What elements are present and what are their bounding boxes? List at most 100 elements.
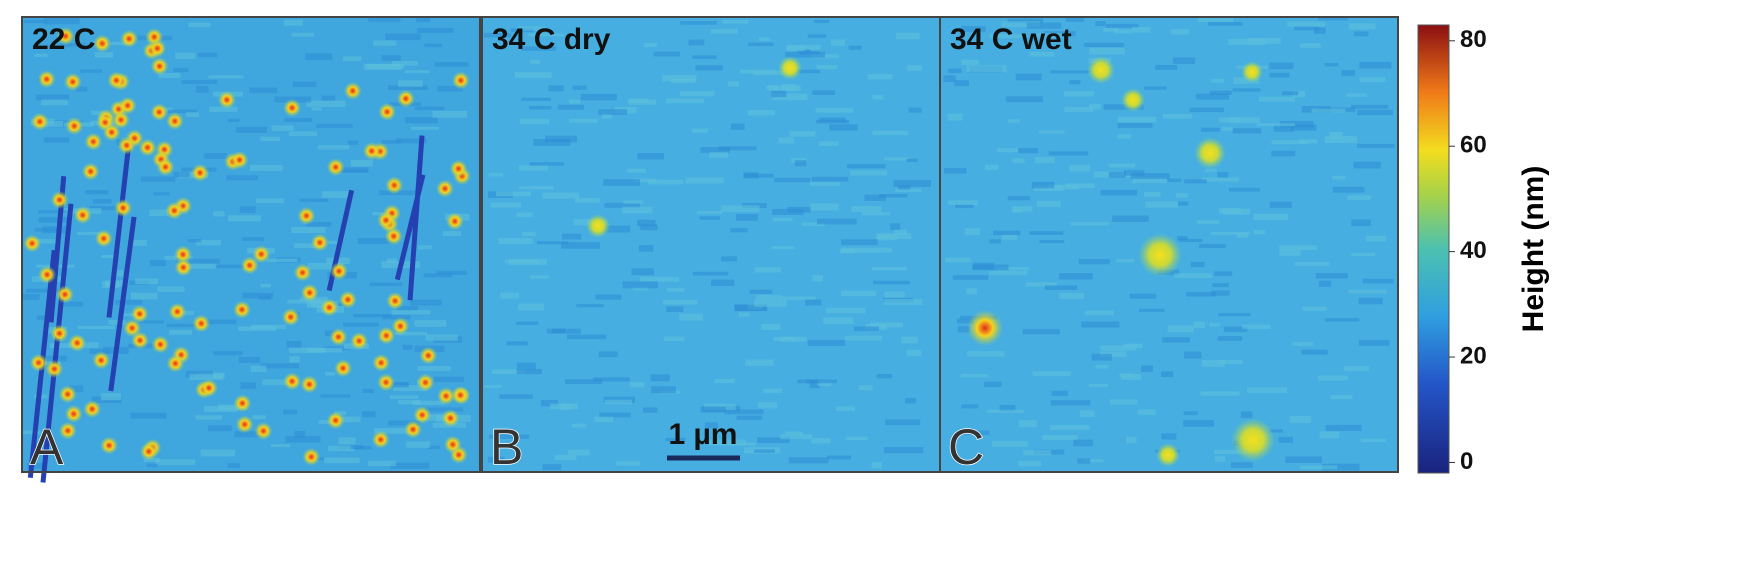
texture	[1155, 64, 1178, 70]
texture	[807, 340, 846, 346]
spot	[350, 331, 369, 350]
texture	[1301, 349, 1328, 355]
texture	[1099, 351, 1127, 358]
texture	[810, 203, 839, 211]
texture	[1078, 259, 1110, 265]
texture	[840, 248, 855, 254]
texture	[357, 238, 394, 244]
texture	[1228, 38, 1267, 45]
texture	[91, 110, 105, 116]
texture	[288, 131, 318, 136]
texture	[571, 423, 587, 428]
texture	[79, 69, 103, 73]
texture	[710, 28, 738, 34]
spot	[300, 283, 319, 302]
texture	[1294, 26, 1320, 31]
texture	[721, 256, 737, 262]
spot	[1138, 233, 1182, 277]
texture	[1253, 229, 1266, 235]
texture	[187, 258, 220, 264]
texture	[560, 403, 572, 411]
spot	[326, 411, 345, 430]
texture	[1066, 183, 1095, 188]
scale-bar: 1 µm	[667, 418, 740, 461]
texture	[41, 99, 69, 106]
spot	[107, 71, 126, 90]
spot	[297, 206, 316, 225]
texture	[948, 200, 979, 206]
texture	[1178, 238, 1203, 243]
texture	[1214, 271, 1233, 276]
texture	[1014, 206, 1033, 212]
texture	[489, 434, 529, 439]
texture	[1273, 125, 1294, 132]
texture	[61, 301, 84, 307]
texture	[1058, 273, 1093, 280]
texture	[1007, 18, 1043, 24]
texture	[1039, 240, 1065, 244]
texture	[906, 158, 918, 162]
texture	[22, 293, 40, 300]
texture	[417, 27, 454, 33]
texture	[196, 240, 222, 246]
texture	[864, 194, 886, 201]
texture	[1109, 399, 1138, 405]
texture	[213, 211, 225, 217]
spot	[967, 310, 1003, 346]
spot	[240, 256, 259, 275]
texture	[391, 310, 431, 315]
spot	[94, 229, 113, 248]
texture	[603, 179, 641, 186]
texture	[395, 138, 427, 144]
texture	[250, 164, 283, 171]
texture	[157, 286, 185, 293]
texture	[771, 246, 795, 250]
texture	[249, 87, 278, 94]
texture	[258, 295, 271, 300]
texture	[1190, 261, 1205, 268]
texture	[1051, 390, 1068, 396]
texture	[388, 85, 428, 90]
texture	[738, 312, 750, 317]
texture	[956, 318, 974, 324]
texture	[498, 237, 533, 245]
texture	[1036, 200, 1061, 207]
texture	[173, 68, 189, 73]
texture	[256, 198, 284, 204]
panel-title: 34 C dry	[492, 23, 611, 56]
texture	[947, 113, 963, 121]
streak	[106, 146, 132, 318]
texture	[1140, 365, 1153, 372]
texture	[648, 179, 684, 185]
texture	[1247, 387, 1288, 394]
texture	[879, 247, 892, 253]
texture	[1351, 252, 1375, 257]
texture	[1130, 173, 1170, 179]
texture	[1329, 131, 1343, 139]
texture	[321, 191, 351, 199]
texture	[876, 374, 893, 379]
texture	[908, 107, 922, 113]
texture	[622, 281, 658, 289]
spot	[83, 400, 102, 419]
texture	[1258, 96, 1296, 102]
texture	[167, 109, 198, 114]
texture	[251, 324, 287, 329]
texture	[1073, 439, 1093, 447]
texture	[1144, 86, 1167, 90]
texture	[1044, 285, 1077, 290]
texture	[92, 199, 112, 204]
texture	[823, 317, 854, 325]
texture	[1005, 96, 1043, 103]
texture	[100, 393, 122, 401]
texture	[633, 178, 657, 183]
texture	[284, 117, 312, 122]
texture	[1100, 345, 1137, 351]
texture	[873, 280, 910, 285]
texture	[603, 396, 636, 403]
texture	[944, 167, 967, 174]
texture	[890, 223, 901, 231]
panel-letter: A	[30, 419, 64, 475]
texture	[330, 416, 361, 423]
texture	[1210, 231, 1250, 235]
